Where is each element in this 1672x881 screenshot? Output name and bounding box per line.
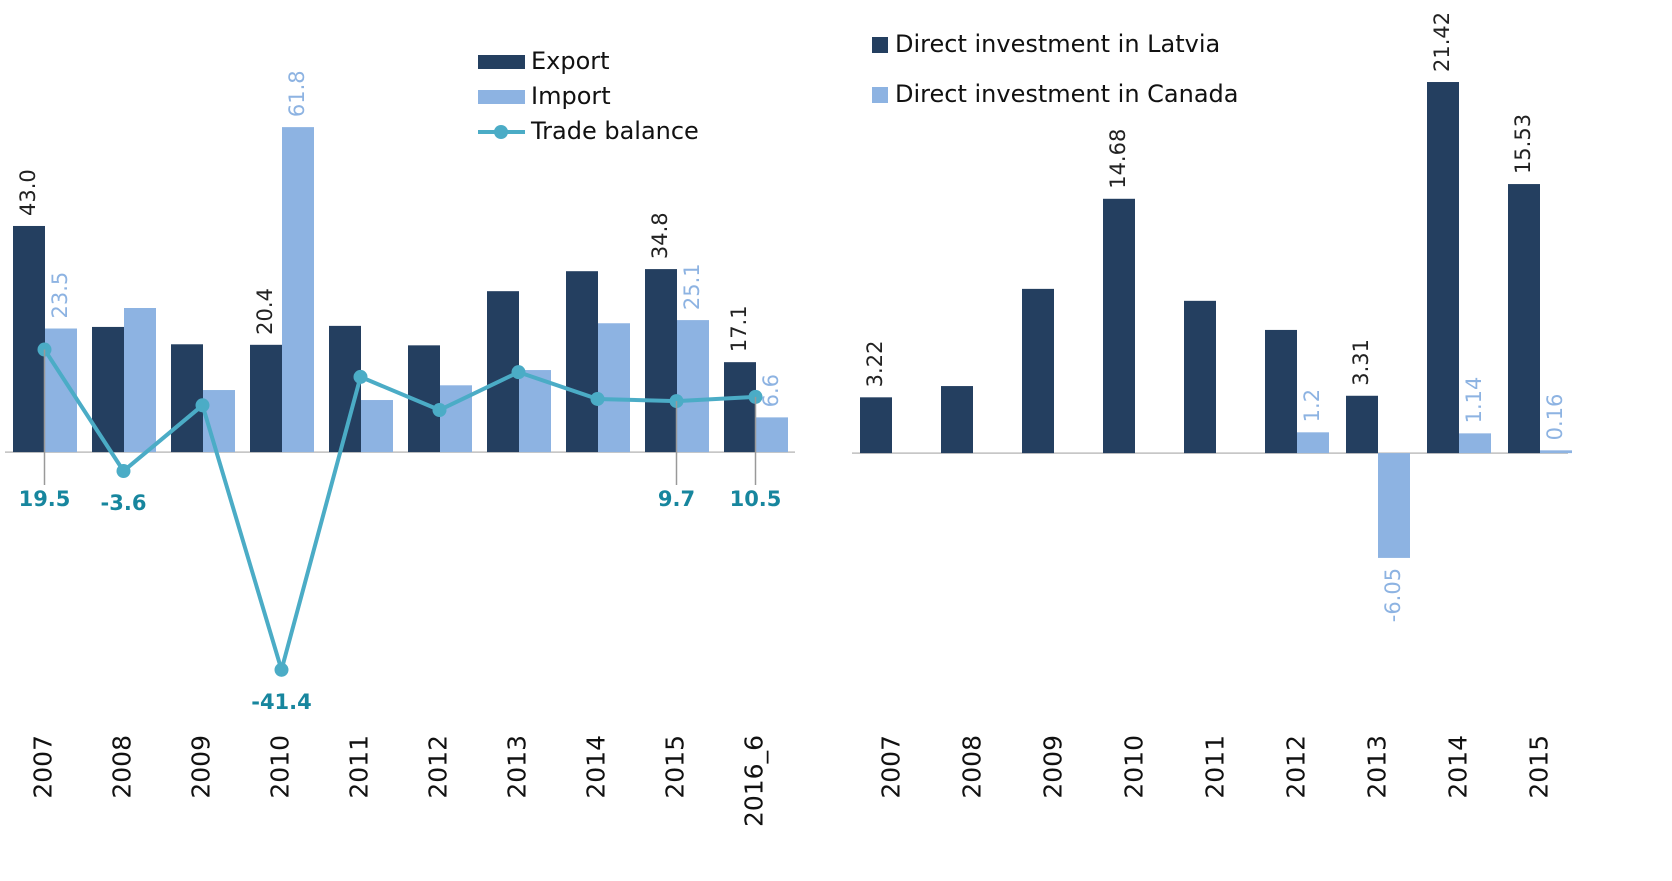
legend-label: Import [531, 82, 611, 110]
bar [171, 344, 203, 453]
x-tick-label: 2010 [1120, 735, 1149, 799]
x-tick-label: 2013 [1363, 735, 1392, 799]
x-tick-label: 2008 [958, 735, 987, 799]
data-label: 17.1 [727, 305, 751, 352]
line-marker [590, 391, 605, 406]
bar [1265, 329, 1297, 454]
bar [677, 320, 709, 453]
line-marker [274, 662, 289, 677]
data-label: -6.05 [1381, 568, 1405, 622]
data-label: 3.22 [863, 341, 887, 388]
x-tick-label: 2012 [1282, 735, 1311, 799]
data-label: 23.5 [48, 272, 72, 319]
line-marker [195, 398, 210, 413]
bar [124, 308, 156, 453]
legend-swatch [872, 37, 888, 53]
x-tick-label: 2009 [1039, 735, 1068, 799]
x-tick-label: 2010 [266, 735, 295, 799]
bar [250, 344, 282, 453]
x-tick-label: 2007 [877, 735, 906, 799]
bar [1103, 198, 1135, 454]
bar [282, 127, 314, 453]
data-label: 3.31 [1349, 339, 1373, 386]
x-tick-label: 2013 [503, 735, 532, 799]
bar [756, 417, 788, 453]
bar [361, 400, 393, 453]
data-label: 61.8 [285, 70, 309, 117]
data-label: 34.8 [648, 212, 672, 259]
bar [1184, 300, 1216, 454]
bar [1378, 453, 1410, 558]
line-marker [511, 365, 526, 380]
line-marker [116, 464, 131, 479]
legend-label: Export [531, 47, 610, 75]
bar [860, 397, 892, 454]
bar [1540, 450, 1572, 454]
data-label: 15.53 [1511, 114, 1535, 174]
bar [1346, 395, 1378, 454]
data-label: 14.68 [1106, 129, 1130, 189]
bar [645, 269, 677, 453]
legend-label: Trade balance [530, 117, 699, 145]
legend-label: Direct investment in Canada [895, 80, 1238, 108]
legend-swatch [478, 90, 525, 104]
x-tick-label: 2014 [1444, 735, 1473, 799]
legend-swatch [478, 55, 525, 69]
bar [724, 362, 756, 453]
data-label: 25.1 [680, 263, 704, 310]
line-label: 9.7 [658, 487, 695, 511]
bar [1297, 432, 1329, 454]
line-label: -41.4 [251, 690, 312, 714]
x-tick-label: 2014 [582, 735, 611, 799]
data-label: 6.6 [759, 374, 783, 407]
x-tick-label: 2015 [1525, 735, 1554, 799]
bar [1427, 82, 1459, 454]
x-tick-label: 2011 [1201, 735, 1230, 799]
data-label: 20.4 [253, 288, 277, 335]
bar [566, 271, 598, 453]
x-tick-label: 2016_6 [740, 735, 769, 827]
data-label: 43.0 [16, 169, 40, 216]
line-marker [353, 369, 368, 384]
line-marker [432, 403, 447, 418]
bar [13, 225, 45, 453]
x-tick-label: 2007 [29, 735, 58, 799]
bar [1022, 288, 1054, 454]
line-label: -3.6 [101, 491, 147, 515]
bar [519, 370, 551, 453]
legend-swatch [872, 87, 888, 103]
bar [1459, 433, 1491, 454]
data-label: 1.2 [1300, 389, 1324, 422]
x-tick-label: 2009 [187, 735, 216, 799]
bar [1508, 184, 1540, 454]
line-label: 19.5 [19, 487, 71, 511]
data-label: 1.14 [1462, 377, 1486, 424]
x-tick-label: 2012 [424, 735, 453, 799]
line [42, 348, 756, 678]
line-label: 10.5 [730, 487, 782, 511]
data-label: 0.16 [1543, 394, 1567, 441]
legend-label: Direct investment in Latvia [895, 30, 1220, 58]
bar [598, 323, 630, 453]
data-label: 21.42 [1430, 12, 1454, 72]
x-tick-label: 2011 [345, 735, 374, 799]
legend-marker [494, 125, 508, 139]
bar [941, 386, 973, 454]
x-tick-label: 2015 [661, 735, 690, 799]
x-tick-label: 2008 [108, 735, 137, 799]
